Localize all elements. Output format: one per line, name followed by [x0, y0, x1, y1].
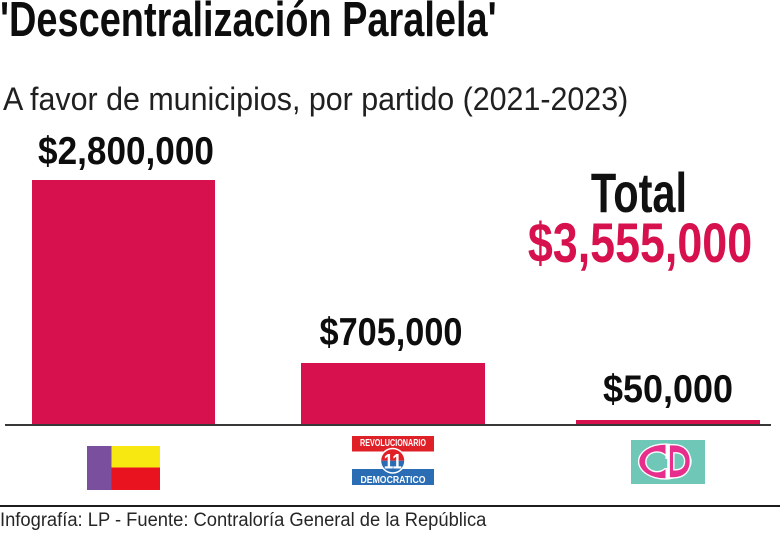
svg-text:DEMOCRATICO: DEMOCRATICO [361, 475, 426, 485]
svg-text:REVOLUCIONARIO: REVOLUCIONARIO [360, 438, 426, 449]
svg-text:11: 11 [384, 450, 402, 474]
